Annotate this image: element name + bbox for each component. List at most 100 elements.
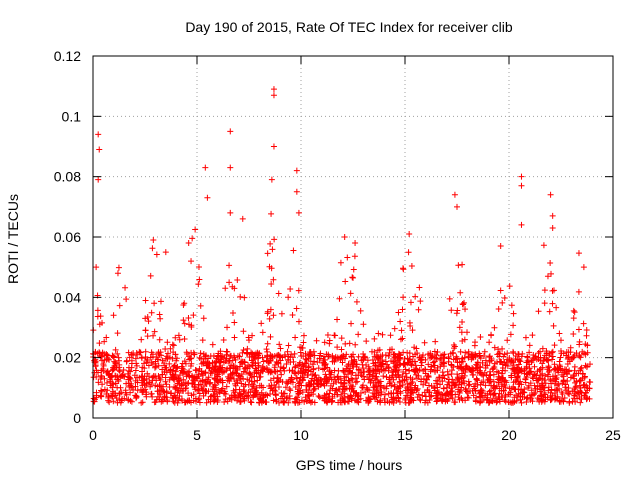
- data-point: [197, 350, 204, 357]
- data-point: [480, 372, 487, 379]
- data-point: [428, 354, 435, 361]
- data-point: [188, 258, 195, 265]
- data-point: [128, 398, 135, 405]
- data-point: [434, 364, 441, 371]
- data-point: [148, 309, 155, 316]
- data-point: [303, 386, 310, 393]
- data-point: [143, 389, 150, 396]
- data-point: [235, 391, 242, 398]
- data-point: [360, 321, 367, 328]
- x-tick-label: 5: [193, 427, 201, 443]
- data-point: [426, 397, 433, 404]
- data-point: [226, 364, 233, 371]
- data-point: [482, 382, 489, 389]
- data-point: [138, 373, 145, 380]
- data-point: [266, 382, 273, 389]
- data-point: [285, 342, 292, 349]
- data-point: [444, 371, 451, 378]
- data-point: [90, 395, 97, 402]
- data-point: [487, 371, 494, 378]
- data-point: [462, 306, 469, 313]
- data-point: [418, 378, 425, 385]
- data-point: [363, 338, 370, 345]
- data-point: [517, 358, 524, 365]
- data-point: [412, 382, 419, 389]
- data-point: [365, 363, 372, 370]
- data-point: [241, 365, 248, 372]
- data-point: [341, 390, 348, 397]
- data-point: [257, 395, 264, 402]
- data-point: [232, 365, 239, 372]
- data-point: [456, 396, 463, 403]
- data-point: [419, 352, 426, 359]
- data-point: [472, 397, 479, 404]
- data-point: [338, 393, 345, 400]
- data-point: [538, 386, 545, 393]
- data-point: [509, 398, 516, 405]
- data-point: [577, 389, 584, 396]
- data-point: [265, 358, 272, 365]
- data-point: [491, 390, 498, 397]
- data-point: [518, 399, 525, 406]
- data-point: [499, 299, 506, 306]
- data-point: [414, 385, 421, 392]
- data-point: [96, 321, 103, 328]
- data-point: [347, 290, 354, 297]
- data-point: [173, 355, 180, 362]
- data-point: [331, 358, 338, 365]
- data-point: [157, 298, 164, 305]
- data-point: [290, 247, 297, 254]
- data-point: [140, 377, 147, 384]
- data-point: [570, 331, 577, 338]
- data-point: [197, 302, 204, 309]
- data-point: [310, 365, 317, 372]
- data-point: [537, 348, 544, 355]
- data-point: [212, 376, 219, 383]
- data-point: [425, 351, 432, 358]
- data-point: [237, 398, 244, 405]
- data-point: [559, 395, 566, 402]
- data-point: [116, 302, 123, 309]
- data-point: [446, 295, 453, 302]
- data-point: [404, 359, 411, 366]
- x-axis-label: GPS time / hours: [296, 457, 403, 473]
- data-point: [203, 399, 210, 406]
- data-point: [106, 399, 113, 406]
- data-point: [348, 320, 355, 327]
- data-point: [413, 387, 420, 394]
- data-point: [547, 259, 554, 266]
- data-point: [240, 375, 247, 382]
- data-point: [523, 359, 530, 366]
- data-point: [232, 394, 239, 401]
- data-point: [170, 395, 177, 402]
- data-point: [147, 272, 154, 279]
- data-point: [295, 287, 302, 294]
- data-point: [295, 318, 302, 325]
- data-point: [338, 353, 345, 360]
- data-point: [185, 390, 192, 397]
- data-point: [297, 389, 304, 396]
- data-point: [513, 392, 520, 399]
- data-point: [534, 385, 541, 392]
- data-point: [125, 367, 132, 374]
- data-point: [143, 380, 150, 387]
- grid-layer: [93, 56, 613, 418]
- data-point: [552, 375, 559, 382]
- data-point: [456, 359, 463, 366]
- data-point: [309, 375, 316, 382]
- data-point: [565, 349, 572, 356]
- data-point: [315, 365, 322, 372]
- data-point: [180, 317, 187, 324]
- data-point: [456, 389, 463, 396]
- data-point: [501, 359, 508, 366]
- data-point: [386, 379, 393, 386]
- data-point: [386, 346, 393, 353]
- data-point: [544, 273, 551, 280]
- data-point: [399, 306, 406, 313]
- data-point: [291, 364, 298, 371]
- data-point: [387, 332, 394, 339]
- data-point: [112, 346, 119, 353]
- peak-point: [162, 249, 169, 256]
- data-point: [502, 398, 509, 405]
- data-point: [336, 295, 343, 302]
